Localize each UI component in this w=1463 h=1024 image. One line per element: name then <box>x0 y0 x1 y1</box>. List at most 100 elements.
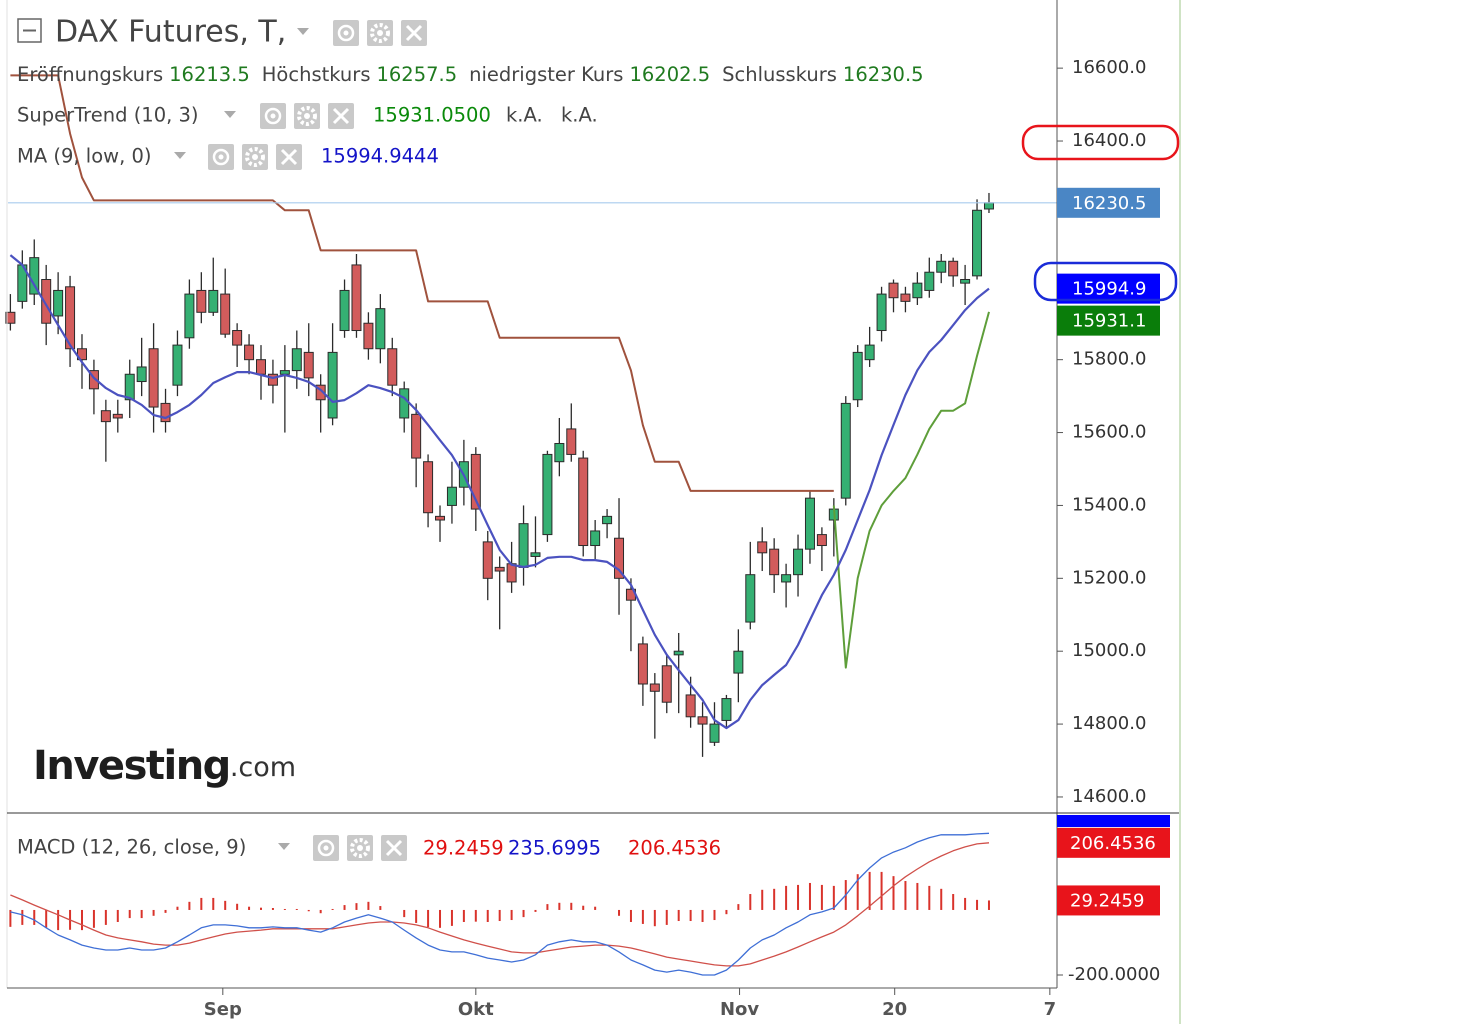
candle-body <box>542 453 553 536</box>
candle-body <box>279 370 290 375</box>
histogram-bar <box>57 909 60 931</box>
price-label: 15931.1 <box>1072 311 1146 332</box>
candle-body <box>387 348 398 386</box>
histogram-bar <box>808 882 811 910</box>
candle-body <box>411 413 422 459</box>
x-tick-label: Sep <box>204 999 242 1020</box>
candle-body <box>697 716 708 725</box>
histogram-bar <box>140 909 143 919</box>
dropdown-arrow[interactable] <box>297 28 309 35</box>
dropdown-arrow[interactable] <box>174 152 186 159</box>
histogram-bar <box>439 909 442 928</box>
dropdown-arrow[interactable] <box>224 111 236 118</box>
candle-body <box>470 453 481 510</box>
title-icons[interactable] <box>331 18 429 48</box>
histogram-bar <box>427 909 430 928</box>
histogram-bar <box>892 876 895 910</box>
indicator-icons[interactable] <box>258 101 356 131</box>
candle-body <box>578 457 589 547</box>
histogram-bar <box>916 882 919 910</box>
supertrend-line <box>832 311 990 669</box>
histogram-bar <box>260 907 263 910</box>
histogram-label: 29.2459 <box>1070 890 1144 911</box>
candle-body <box>303 351 314 379</box>
candle-body <box>160 402 171 423</box>
histogram-bar <box>820 884 823 910</box>
indicator-icons[interactable] <box>311 833 409 863</box>
histogram-bar <box>33 909 36 925</box>
candle-body <box>852 351 863 401</box>
x-tick-label: Okt <box>458 999 494 1020</box>
candle-body <box>804 497 815 550</box>
histogram-bar <box>713 909 716 921</box>
candle-body <box>256 359 267 375</box>
candle-body <box>327 351 338 419</box>
candle-body <box>924 271 935 291</box>
dropdown-arrow[interactable] <box>278 843 290 850</box>
histogram-bar <box>701 909 704 922</box>
y-tick-label: 16400.0 <box>1072 130 1146 151</box>
histogram-bar <box>248 906 251 910</box>
y-tick-label: 16600.0 <box>1072 57 1146 78</box>
candle-body <box>232 330 243 346</box>
histogram-bar <box>976 899 979 910</box>
candle-body <box>554 442 565 463</box>
candle-body <box>196 289 207 313</box>
candle-body <box>124 373 135 401</box>
histogram-bar <box>618 909 621 916</box>
indicator-icons[interactable] <box>206 142 304 172</box>
histogram-bar <box>546 904 549 910</box>
histogram-bar <box>152 909 155 916</box>
histogram-label-box <box>1057 885 1160 916</box>
candle-body <box>876 293 887 332</box>
y-tick-label: 15400.0 <box>1072 494 1146 515</box>
candle-body <box>840 402 851 499</box>
histogram-bar <box>665 909 668 925</box>
histogram-bar <box>737 904 740 910</box>
histogram-bar <box>104 909 107 925</box>
candle-body <box>661 665 672 703</box>
ohlc-value: 16230.5 <box>843 63 924 86</box>
candle-body <box>363 322 374 350</box>
histogram-bar <box>188 901 191 910</box>
histogram-bar <box>319 909 322 914</box>
histogram-bar <box>522 909 525 918</box>
candle-body <box>184 293 195 339</box>
candle-body <box>291 348 302 372</box>
candle-body <box>494 566 505 572</box>
candle-body <box>65 286 76 350</box>
histogram-bar <box>486 909 489 922</box>
ohlc-value: 16202.5 <box>629 63 710 86</box>
candle-body <box>112 413 123 419</box>
histogram-bar <box>856 874 859 910</box>
candle-body <box>757 541 768 554</box>
histogram-bar <box>462 909 465 922</box>
candle-body <box>781 574 792 583</box>
histogram-bar <box>415 909 418 923</box>
histogram-bar <box>200 897 203 910</box>
histogram-bar <box>641 909 644 924</box>
indicator-value: 15931.0500 <box>373 104 491 127</box>
histogram-bar <box>331 908 334 910</box>
candle-body <box>482 541 493 579</box>
candle-body <box>267 373 278 386</box>
y-tick-label: 15000.0 <box>1072 640 1146 661</box>
candle-body <box>339 289 350 332</box>
highlight-circle <box>1033 261 1178 302</box>
y-tick-label: 15800.0 <box>1072 349 1146 370</box>
histogram-bar <box>283 908 286 910</box>
histogram-bar <box>749 894 752 910</box>
histogram-bar <box>832 885 835 910</box>
candle-body <box>53 289 64 317</box>
candle-body <box>244 344 255 361</box>
histogram-bar <box>236 903 239 910</box>
y-tick-label: 15200.0 <box>1072 567 1146 588</box>
price-label-box <box>1057 273 1160 304</box>
price-label: 15994.9 <box>1072 279 1146 300</box>
macd-label-box <box>1057 815 1170 827</box>
ohlc-label: Eröffnungskurs <box>17 63 163 86</box>
candle-body <box>709 723 720 743</box>
y-tick-label: 14600.0 <box>1072 786 1146 807</box>
histogram-bar <box>343 905 346 910</box>
